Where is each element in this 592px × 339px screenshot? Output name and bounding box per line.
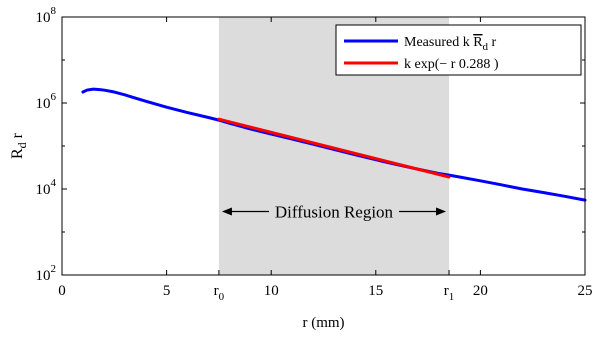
x-subtick-label-0: r0 [214,283,225,303]
annotation-text: Diffusion Region [275,202,394,221]
legend-box [335,24,582,76]
annotation-arrowhead-left [221,207,232,216]
series-line-1 [217,117,451,179]
x-subtick-label-1: r1 [444,283,455,303]
x-tick-label-3: 15 [368,283,383,299]
y-axis-label: Rd r [9,132,29,159]
annotation-arrowhead-right [436,207,447,216]
x-axis-label: r (mm) [302,315,344,331]
y-tick-label-2: 106 [36,91,57,112]
y-tick-label-1: 104 [36,177,57,198]
legend-label-1: k exp(− r 0.288 ) [404,57,499,72]
x-tick-label-2: 10 [264,283,279,299]
y-tick-label-0: 102 [36,263,57,284]
legend-label-0: Measured k Rd r [404,35,497,53]
x-tick-label-4: 20 [473,283,488,299]
x-tick-label-0: 0 [58,283,66,299]
x-tick-label-1: 5 [163,283,171,299]
y-tick-label-3: 108 [36,5,57,26]
series-line-0 [81,87,587,202]
x-tick-label-5: 25 [578,283,592,299]
